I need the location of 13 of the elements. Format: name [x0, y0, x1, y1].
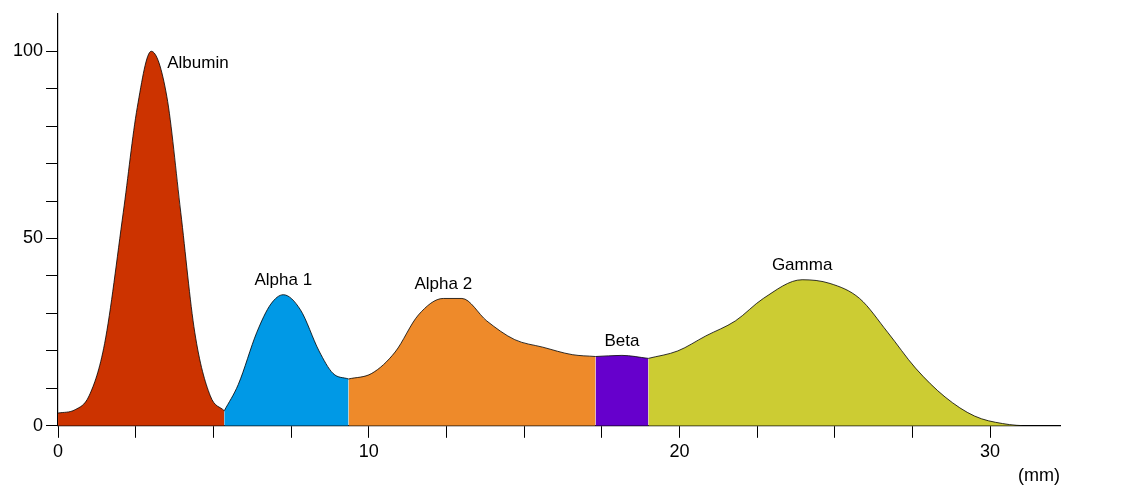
series-label: Alpha 2: [414, 273, 473, 293]
x-axis-title: (mm): [1018, 465, 1060, 486]
x-tick-label: 0: [53, 440, 64, 461]
series-label: Beta: [604, 330, 640, 350]
y-tick-label: 100: [12, 40, 44, 61]
y-tick-label: 0: [33, 414, 44, 435]
x-tick-label: 10: [358, 440, 379, 461]
y-tick-label: 50: [23, 227, 44, 248]
series-label: Gamma: [771, 254, 833, 274]
series-label: Albumin: [167, 52, 229, 72]
x-tick-label: 20: [669, 440, 690, 461]
x-tick-label: 30: [980, 440, 1001, 461]
series-label: Alpha 1: [254, 269, 313, 289]
